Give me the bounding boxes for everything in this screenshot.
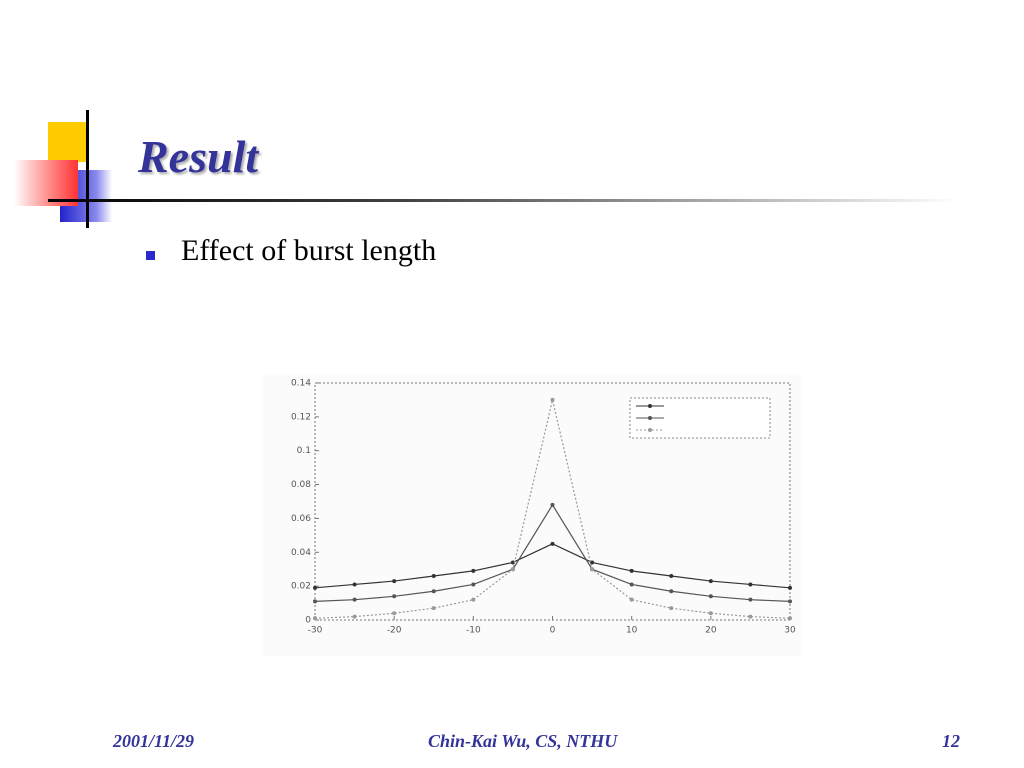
series-marker (392, 594, 397, 599)
legend-marker (648, 428, 652, 432)
y-tick-label: 0.02 (291, 582, 311, 592)
y-tick-label: 0.12 (291, 412, 311, 422)
deco-yellow (48, 122, 88, 162)
series-marker (748, 582, 753, 587)
x-tick-label: 10 (626, 626, 638, 636)
series-marker (788, 585, 792, 590)
x-tick-label: 30 (784, 626, 796, 636)
series-marker (313, 616, 317, 621)
series-marker (550, 502, 555, 507)
x-tick-label: -30 (308, 626, 323, 636)
series-marker (629, 597, 634, 602)
series-marker (629, 582, 634, 587)
series-marker (708, 611, 713, 616)
series-marker (471, 568, 476, 573)
series-marker (748, 597, 753, 602)
series-marker (431, 573, 436, 578)
y-tick-label: 0 (305, 616, 311, 626)
series-marker (550, 541, 555, 546)
series-marker (510, 560, 515, 565)
series-marker (590, 560, 595, 565)
series-marker (352, 597, 357, 602)
series-marker (708, 594, 713, 599)
y-tick-label: 0.14 (291, 379, 311, 389)
footer-author: Chin-Kai Wu, CS, NTHU (428, 731, 618, 751)
legend-marker (648, 404, 652, 408)
footer-page: 12 (942, 731, 960, 751)
x-tick-label: -20 (387, 626, 402, 636)
legend-marker (648, 416, 652, 420)
series-marker (392, 579, 397, 584)
y-tick-label: 0.06 (291, 514, 311, 524)
deco-red (14, 160, 78, 206)
series-marker (352, 582, 357, 587)
series-marker (550, 397, 555, 402)
series-marker (788, 616, 792, 621)
series-marker (352, 614, 357, 619)
series-marker (629, 568, 634, 573)
series-marker (669, 589, 674, 594)
series-marker (748, 614, 753, 619)
deco-hline (48, 199, 960, 202)
y-tick-label: 0.1 (297, 446, 311, 456)
series-marker (471, 582, 476, 587)
series-marker (590, 567, 595, 572)
series-marker (431, 589, 436, 594)
series-marker (708, 579, 713, 584)
y-tick-label: 0.04 (291, 548, 311, 558)
x-tick-label: -10 (466, 626, 481, 636)
slide-title: Result (138, 131, 259, 182)
x-tick-label: 20 (705, 626, 717, 636)
series-marker (669, 573, 674, 578)
bullet-text: Effect of burst length (181, 234, 437, 267)
series-marker (313, 585, 317, 590)
x-tick-label: 0 (550, 626, 556, 636)
bullet-marker (146, 251, 155, 260)
deco-vline (86, 110, 89, 228)
series-marker (471, 597, 476, 602)
y-tick-label: 0.08 (291, 480, 311, 490)
series-marker (669, 606, 674, 611)
series-marker (788, 599, 792, 604)
series-marker (510, 567, 515, 572)
footer-date: 2001/11/29 (113, 731, 195, 751)
series-marker (392, 611, 397, 616)
series-marker (431, 606, 436, 611)
series-marker (313, 599, 317, 604)
